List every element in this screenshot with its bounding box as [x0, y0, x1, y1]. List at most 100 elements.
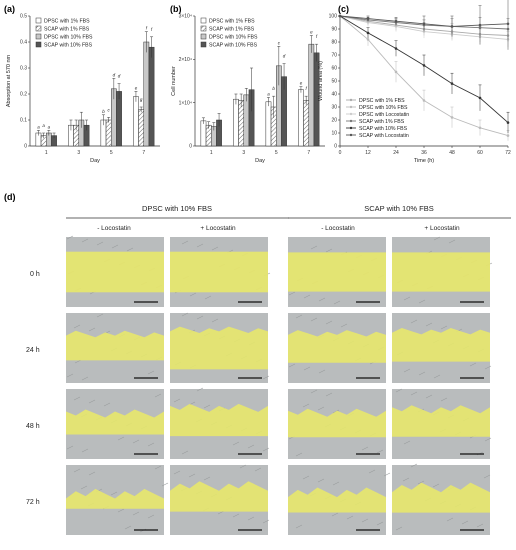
- cell-texture: [211, 318, 219, 323]
- x-axis-label: Day: [255, 158, 265, 164]
- cell-texture: [154, 465, 162, 470]
- bar: [116, 91, 122, 147]
- wound-area-overlay: [288, 408, 386, 438]
- cell-texture: [446, 517, 454, 522]
- wound-area-overlay: [392, 405, 490, 437]
- y-tick-label: 0.4: [20, 40, 27, 46]
- cell-texture: [173, 398, 181, 403]
- legend-marker: [349, 112, 353, 116]
- significance-label: e: [135, 85, 138, 90]
- data-point: [422, 30, 426, 33]
- cell-texture: [203, 404, 211, 409]
- cell-texture: [448, 239, 456, 244]
- bar: [143, 41, 150, 147]
- x-tick-label: 3: [77, 150, 80, 156]
- significance-label: f: [146, 26, 148, 31]
- condition-header-2: + Locostatin: [200, 225, 236, 232]
- significance-label: f: [151, 27, 153, 32]
- cell-texture: [403, 368, 411, 373]
- cell-texture: [88, 399, 96, 404]
- x-tick-label: 24: [393, 150, 399, 156]
- significance-label: d: [113, 72, 116, 77]
- legend-label: SCAP with 10% FBS: [44, 43, 93, 49]
- y-tick-label: 70: [331, 53, 337, 59]
- timepoint-label: 72 h: [26, 499, 40, 506]
- data-point: [366, 38, 370, 41]
- x-tick-label: 7: [142, 150, 145, 156]
- legend-swatch: [35, 17, 42, 24]
- legend-swatch: [35, 33, 42, 40]
- cell-texture: [418, 299, 426, 304]
- y-axis-label: Cell number: [171, 66, 177, 96]
- cell-texture: [476, 523, 484, 528]
- cell-texture: [181, 312, 189, 317]
- legend-label: DPSC with 10% FBS: [44, 35, 93, 41]
- cell-texture: [418, 371, 426, 376]
- micrograph-cell: [392, 236, 493, 307]
- cell-texture: [461, 520, 469, 525]
- x-tick-label: 60: [477, 150, 483, 156]
- x-tick-label: 1: [210, 150, 213, 156]
- panel-label-c: (c): [338, 4, 349, 14]
- cell-texture: [376, 449, 384, 454]
- wound-area-overlay: [392, 252, 490, 292]
- y-tick-label: 0: [24, 144, 27, 150]
- y-tick-label: 2×10⁴: [179, 57, 192, 63]
- cell-texture: [433, 374, 441, 379]
- significance-label: b: [102, 109, 105, 114]
- cell-texture: [310, 389, 318, 394]
- y-tick-label: 0.2: [20, 92, 27, 98]
- cell-texture: [318, 297, 326, 302]
- micrograph-cell: [392, 388, 492, 459]
- panel-label-d: (d): [4, 192, 16, 202]
- legend-marker: [349, 119, 353, 123]
- chart-wound-area: 0 10 20 30 40 50 60 70 80 90 100 0 12 24 36 48 60 72 Time …: [318, 0, 511, 164]
- wound-area-overlay: [288, 252, 386, 292]
- legend-label: DPSC with 1% FBS: [209, 19, 255, 25]
- cell-texture: [189, 292, 197, 297]
- group-header-scap: SCAP with 10% FBS: [364, 204, 433, 213]
- cell-texture: [433, 236, 441, 241]
- cell-texture: [181, 450, 189, 455]
- cell-texture: [383, 472, 391, 477]
- bar: [200, 120, 207, 147]
- significance-label: c: [278, 40, 281, 45]
- cell-texture: [161, 482, 169, 487]
- wound-area-overlay: [288, 330, 386, 363]
- cell-texture: [403, 296, 411, 301]
- legend-label: SCAP with Locostatin: [359, 133, 409, 139]
- cell-texture: [132, 439, 140, 444]
- timepoint-label: 48 h: [26, 423, 40, 430]
- cell-texture: [417, 480, 425, 485]
- micrograph-headers: DPSC with 10% FBS SCAP with 10% FBS - Lo…: [66, 204, 511, 232]
- significance-label: d: [283, 54, 286, 59]
- micrograph-cell: [288, 313, 386, 383]
- y-tick-label: 0.3: [20, 66, 27, 72]
- micrograph-cell: [170, 464, 270, 535]
- wound-area-overlay: [392, 328, 490, 362]
- condition-header-3: - Locostatin: [321, 225, 355, 232]
- cell-texture: [303, 366, 311, 371]
- significance-label: a: [48, 124, 51, 129]
- cell-texture: [333, 300, 341, 305]
- cell-texture: [403, 440, 411, 445]
- cell-texture: [66, 235, 74, 240]
- micrograph-cell: [288, 237, 386, 307]
- x-tick-label: 12: [365, 150, 371, 156]
- legend-label: SCAP with 1% FBS: [359, 119, 405, 125]
- y-tick-label: 40: [331, 92, 337, 98]
- cell-texture: [81, 376, 89, 381]
- micrograph-cell: [392, 463, 491, 535]
- bar: [133, 96, 139, 147]
- legend-label: DPSC with 10% FBS: [359, 105, 408, 111]
- cell-texture: [331, 512, 339, 517]
- timepoint-label: 24 h: [26, 347, 40, 354]
- wound-area-overlay: [170, 403, 268, 437]
- data-point: [478, 96, 482, 100]
- condition-header-4: + Locostatin: [424, 225, 460, 232]
- cell-texture: [332, 481, 340, 486]
- cell-texture: [484, 365, 492, 370]
- micrograph-cell: [288, 465, 391, 535]
- cell-texture: [117, 436, 125, 441]
- data-point: [478, 23, 482, 27]
